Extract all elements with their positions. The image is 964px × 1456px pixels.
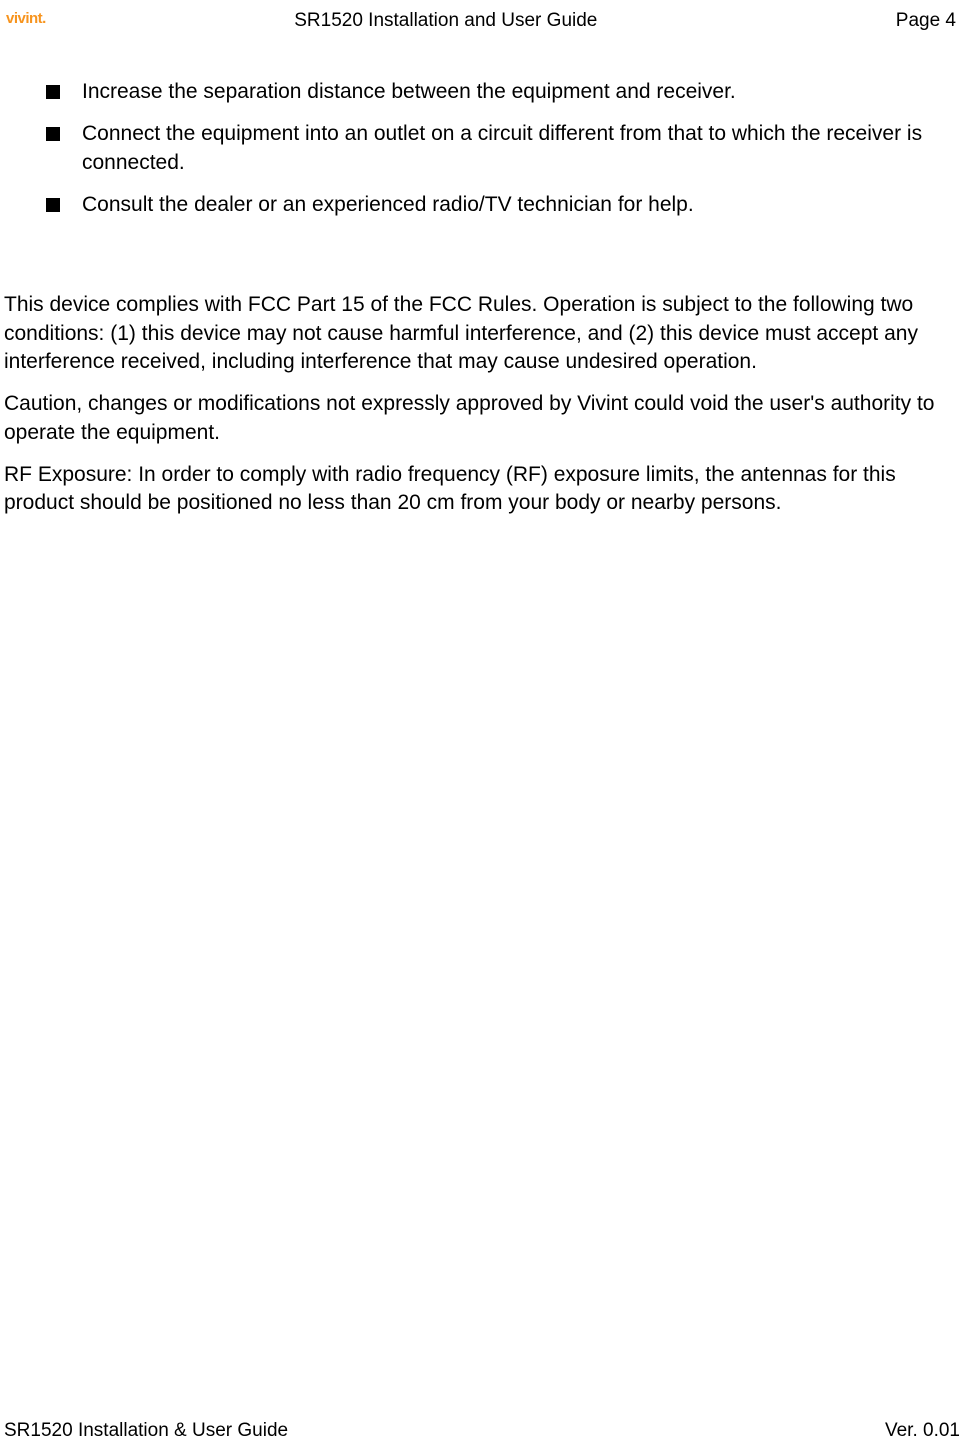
header-title: SR1520 Installation and User Guide — [0, 10, 896, 32]
bullet-square-icon — [46, 127, 60, 141]
paragraph: Caution, changes or modifications not ex… — [4, 390, 960, 447]
list-item: Consult the dealer or an experienced rad… — [46, 191, 924, 219]
bullet-list: Increase the separation distance between… — [40, 78, 924, 219]
page-content: Increase the separation distance between… — [0, 30, 964, 518]
bullet-square-icon — [46, 85, 60, 99]
page-header: vivint. SR1520 Installation and User Gui… — [0, 0, 964, 30]
list-item: Connect the equipment into an outlet on … — [46, 120, 924, 177]
body-paragraphs: This device complies with FCC Part 15 of… — [40, 291, 924, 517]
list-item: Increase the separation distance between… — [46, 78, 924, 106]
bullet-text: Increase the separation distance between… — [82, 78, 924, 106]
footer-right-text: Ver. 0.01 — [885, 1420, 960, 1442]
page-number: Page 4 — [896, 10, 956, 32]
bullet-square-icon — [46, 198, 60, 212]
bullet-text: Connect the equipment into an outlet on … — [82, 120, 924, 177]
footer-left-text: SR1520 Installation & User Guide — [4, 1420, 288, 1442]
page-footer: SR1520 Installation & User Guide Ver. 0.… — [4, 1420, 960, 1442]
bullet-text: Consult the dealer or an experienced rad… — [82, 191, 924, 219]
paragraph: RF Exposure: In order to comply with rad… — [4, 461, 960, 518]
paragraph: This device complies with FCC Part 15 of… — [4, 291, 960, 376]
